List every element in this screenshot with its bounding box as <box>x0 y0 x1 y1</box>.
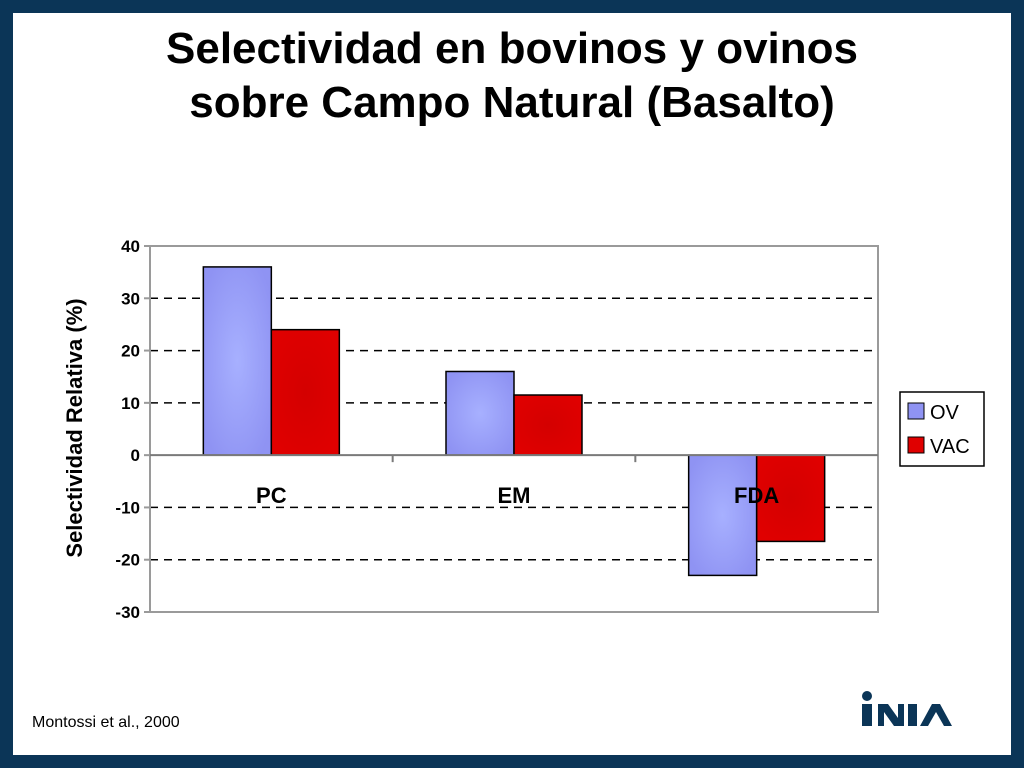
logo-letter-a <box>920 704 952 726</box>
category-label-fda: FDA <box>734 483 779 508</box>
category-labels: PC EM FDA <box>256 483 779 508</box>
bar-ov-pc <box>202 266 273 456</box>
category-label-pc: PC <box>256 483 287 508</box>
axes <box>144 245 878 613</box>
bar-vac-fda <box>755 454 826 543</box>
y-tick-label: 40 <box>121 237 140 256</box>
legend-swatch-ov <box>907 402 925 420</box>
y-tick-label: 20 <box>121 342 140 361</box>
title-line-1: Selectividad en bovinos y ovinos <box>166 24 858 73</box>
y-axis-label: Selectividad Relativa (%) <box>62 298 87 557</box>
logo-bar-i <box>862 704 872 726</box>
bar-vac-em <box>513 394 583 456</box>
y-tick-label: 10 <box>121 394 140 413</box>
bar-ov-fda <box>687 454 758 577</box>
legend-swatch-vac <box>907 436 925 454</box>
logo-letter-n <box>878 704 904 726</box>
y-tick-labels: -30 -20 -10 0 10 20 30 40 <box>115 237 140 622</box>
y-tick-label: -20 <box>115 551 140 570</box>
y-tick-label: 30 <box>121 289 140 308</box>
title-line-2: sobre Campo Natural (Basalto) <box>189 78 835 127</box>
y-tick-label: -10 <box>115 498 140 517</box>
bar-vac-pc <box>270 328 341 456</box>
legend-label-ov: OV <box>930 402 960 424</box>
slide-title: Selectividad en bovinos y ovinos sobre C… <box>0 22 1024 130</box>
y-tick-label: 0 <box>131 446 140 465</box>
logo-letter-i <box>908 704 917 726</box>
y-tick-label: -30 <box>115 603 140 622</box>
category-label-em: EM <box>498 483 531 508</box>
legend-label-vac: VAC <box>930 436 970 458</box>
bars <box>202 266 826 577</box>
legend: OV VAC <box>899 391 985 467</box>
source-citation: Montossi et al., 2000 <box>32 714 180 731</box>
logo-dot <box>862 691 872 701</box>
inia-logo <box>862 691 952 726</box>
bar-ov-em <box>445 370 515 456</box>
